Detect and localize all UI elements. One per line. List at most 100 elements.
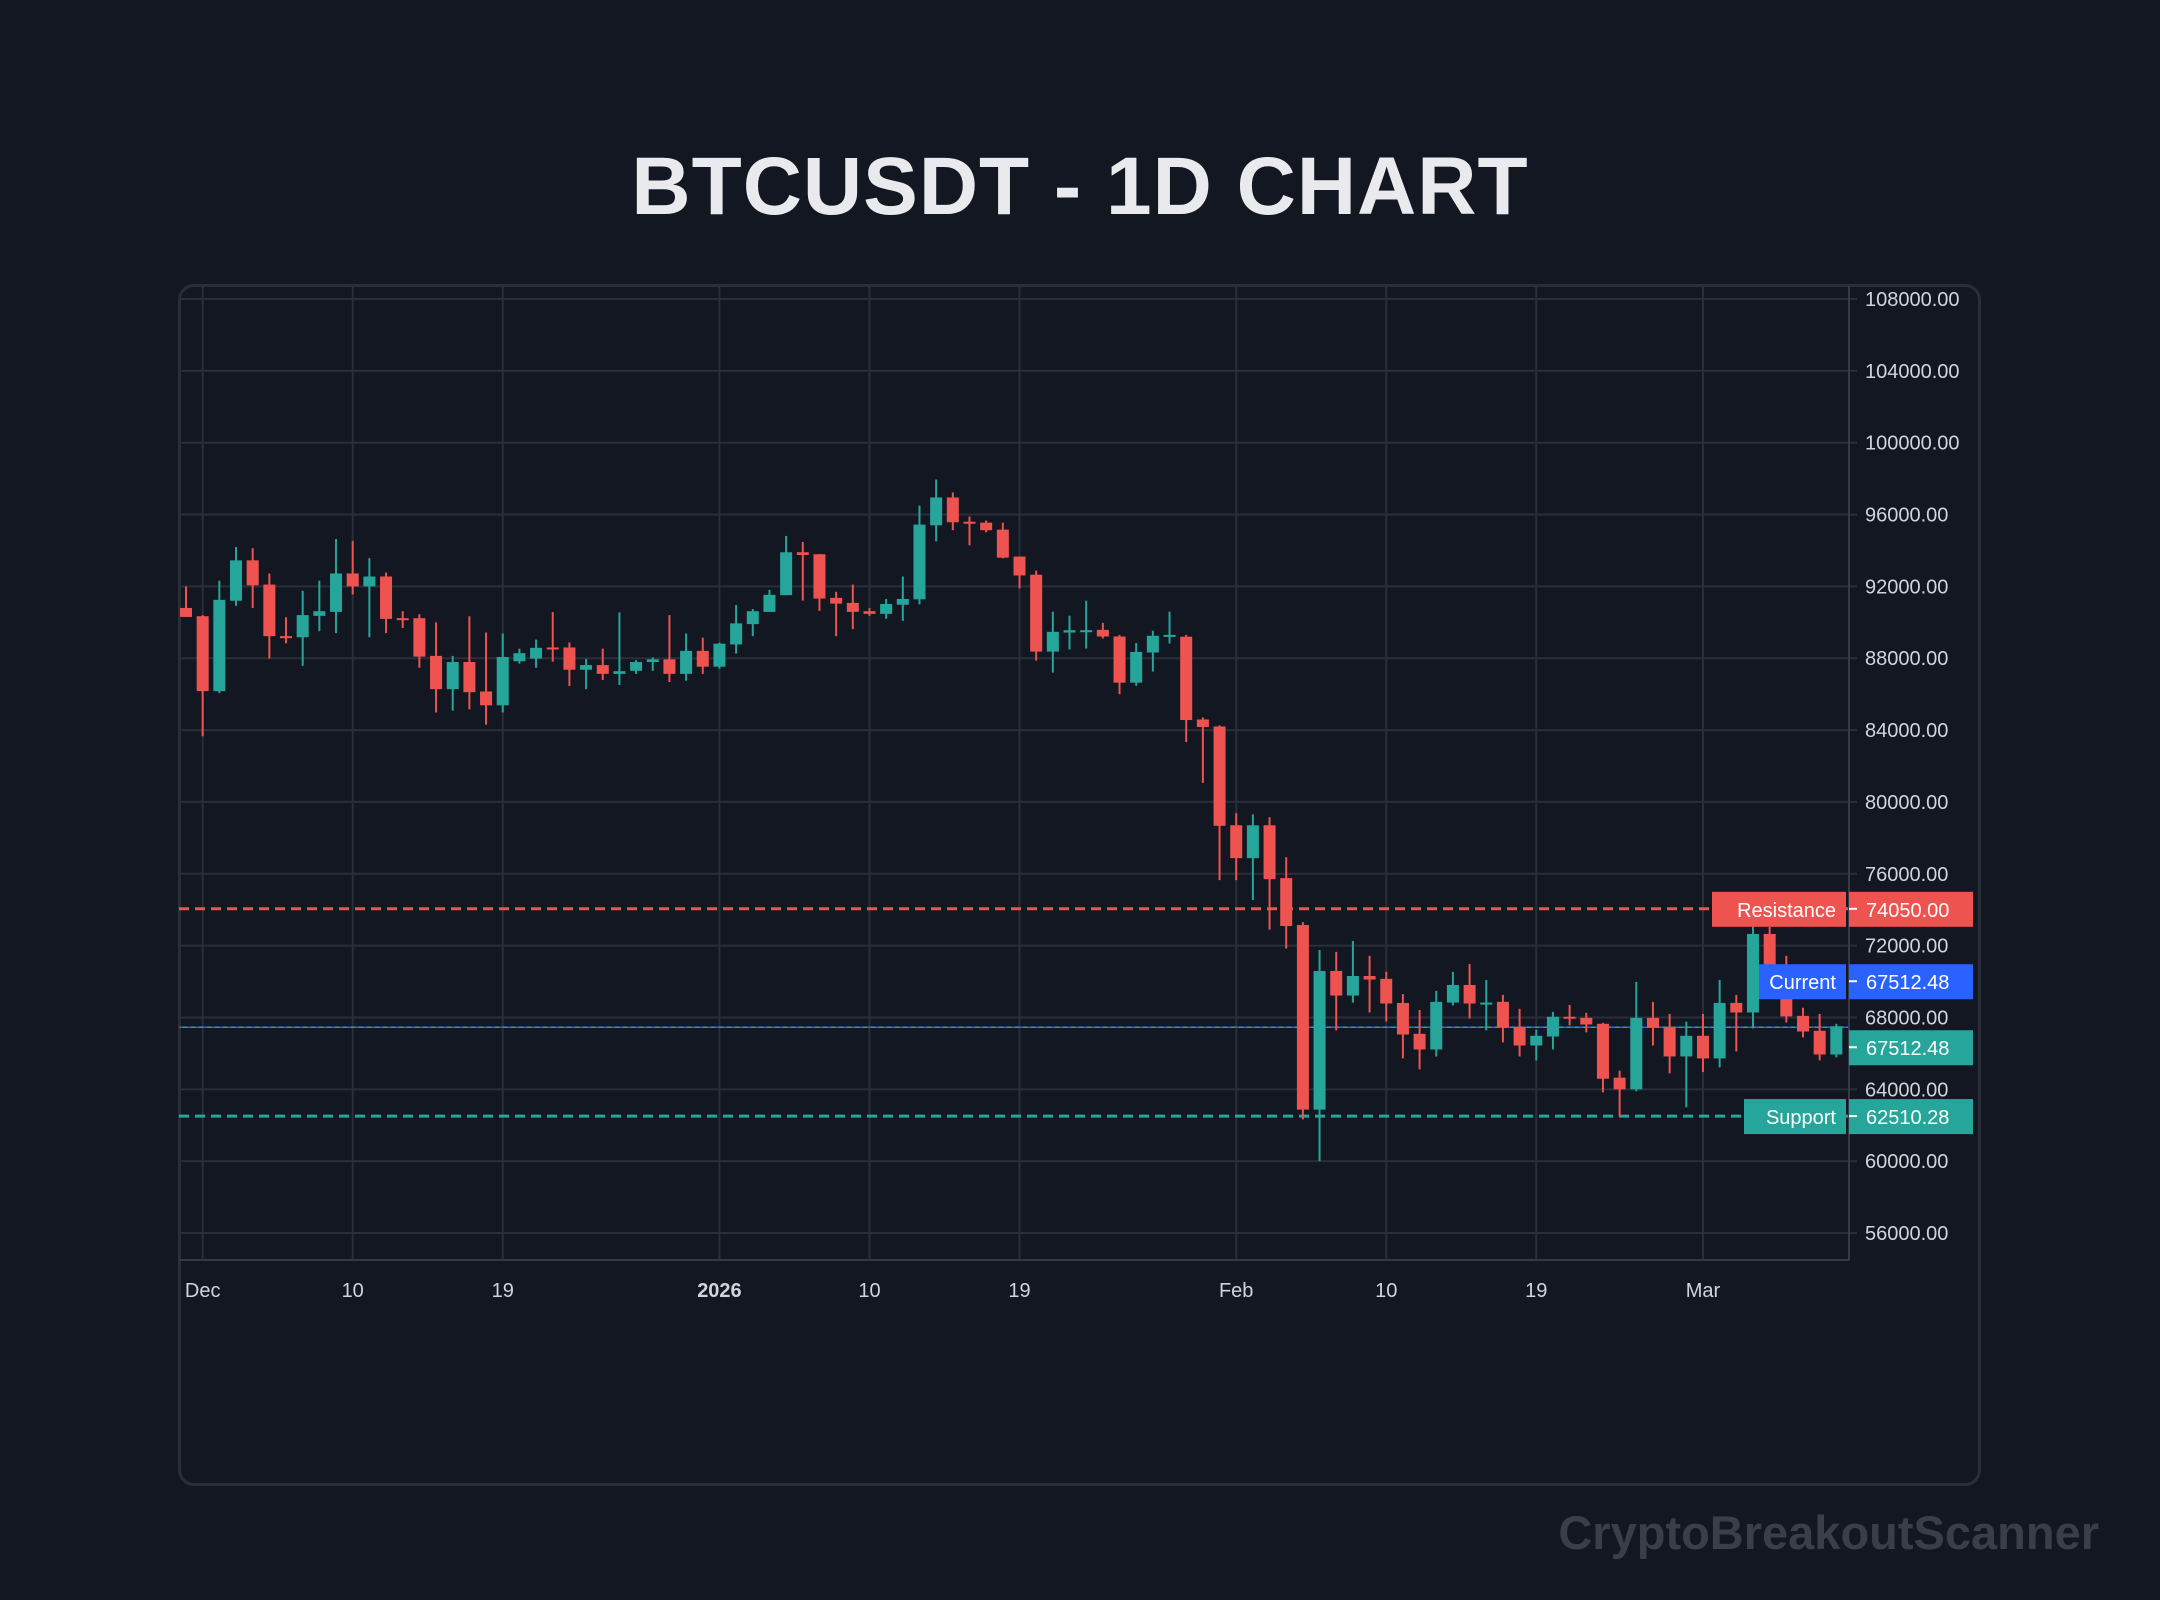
candle-body xyxy=(1330,970,1343,996)
candle-body xyxy=(1680,1035,1693,1057)
support-price-box xyxy=(1849,1099,1973,1135)
candle-body xyxy=(580,665,593,670)
x-tick-label: 19 xyxy=(1008,1280,1030,1302)
candle-body xyxy=(680,650,693,674)
candle-body xyxy=(1630,1017,1643,1090)
candle xyxy=(296,590,309,666)
candle xyxy=(1280,857,1293,949)
candle-body xyxy=(980,522,993,531)
y-tick-label: 96000.00 xyxy=(1865,505,1948,527)
candle xyxy=(963,516,976,546)
candle-body xyxy=(1463,984,1476,1004)
candle xyxy=(363,558,376,638)
y-tick-label: 80000.00 xyxy=(1865,792,1948,814)
candle xyxy=(1646,1001,1659,1046)
x-tick-label: 10 xyxy=(1375,1280,1397,1302)
candle-body xyxy=(1546,1016,1559,1037)
candle-body xyxy=(313,611,326,616)
candle xyxy=(496,633,509,713)
candle-body xyxy=(1830,1026,1843,1055)
candle xyxy=(813,554,826,611)
candle-body xyxy=(546,647,559,650)
x-tick-label: Dec xyxy=(185,1280,221,1302)
candle-body xyxy=(746,611,759,625)
current-name-label: Current xyxy=(1769,972,1836,994)
candle xyxy=(1530,1029,1543,1061)
candle-body xyxy=(1430,1001,1443,1050)
candle-body xyxy=(463,662,476,693)
candle xyxy=(346,540,359,595)
candle-body xyxy=(1496,1001,1509,1028)
resistance-price-box xyxy=(1849,891,1973,927)
candle-body xyxy=(646,659,659,663)
candle-body xyxy=(1296,924,1309,1110)
chart-panel xyxy=(178,284,1981,1486)
candle-body xyxy=(446,662,459,690)
candle-body xyxy=(696,650,709,667)
candle-body xyxy=(930,497,943,526)
candle xyxy=(1413,1009,1426,1070)
candle-body xyxy=(1696,1035,1709,1059)
candle xyxy=(246,548,259,608)
candle xyxy=(1630,981,1643,1092)
candle xyxy=(713,642,726,669)
candle xyxy=(480,632,493,725)
candle xyxy=(1246,814,1259,901)
candle xyxy=(1096,622,1109,639)
x-tick-label: 2026 xyxy=(697,1280,742,1302)
candle xyxy=(930,479,943,542)
support-price-label: 62510.28 xyxy=(1866,1107,1949,1129)
candle xyxy=(1463,963,1476,1019)
candle-body xyxy=(1213,726,1226,826)
candle-body xyxy=(1796,1015,1809,1032)
candle-body xyxy=(1813,1030,1826,1055)
candle-body xyxy=(346,573,359,587)
candle-body xyxy=(180,607,192,617)
candle xyxy=(1796,1007,1809,1038)
current-price-box xyxy=(1849,964,1973,1000)
candle xyxy=(596,648,609,680)
candle xyxy=(1330,951,1343,1031)
candle xyxy=(380,572,393,634)
candle xyxy=(1430,990,1443,1057)
candle xyxy=(780,535,793,596)
candle xyxy=(696,637,709,674)
candle xyxy=(430,622,443,713)
candle xyxy=(1580,1012,1593,1033)
candle xyxy=(463,616,476,710)
support-name-box xyxy=(1744,1099,1846,1135)
candle-body xyxy=(1363,975,1376,980)
candle-body xyxy=(1646,1017,1659,1028)
candle xyxy=(1680,1021,1693,1108)
candle xyxy=(280,617,293,644)
x-tick-label: Mar xyxy=(1686,1280,1721,1302)
resistance-name-label: Resistance xyxy=(1737,900,1836,922)
candle-body xyxy=(1446,984,1459,1003)
candle xyxy=(1146,630,1159,672)
candle-body xyxy=(813,554,826,599)
candle xyxy=(1063,615,1076,650)
candle-body xyxy=(1730,1002,1743,1013)
candle-body xyxy=(963,521,976,524)
candle-body xyxy=(296,615,309,638)
candle-body xyxy=(480,691,493,706)
candle-body xyxy=(913,524,926,600)
candle-body xyxy=(846,602,859,612)
candle-body xyxy=(1113,636,1126,683)
x-tick-label: Feb xyxy=(1219,1280,1253,1302)
resistance-price-label: 74050.00 xyxy=(1866,900,1949,922)
candle-body xyxy=(363,576,376,587)
candle xyxy=(1163,611,1176,644)
candle-body xyxy=(530,647,543,659)
axes: 108000.00 104000.00 100000.00 96000.00 92000… xyxy=(179,286,1960,1302)
level-labels: Resistance 74050.00 Current 67512.48 Support… xyxy=(1712,891,1973,1135)
candle-body xyxy=(1746,933,1759,1013)
candle xyxy=(1263,817,1276,930)
candle xyxy=(1380,971,1393,1022)
candle xyxy=(313,580,326,632)
candle-body xyxy=(880,603,893,614)
candle-body xyxy=(730,623,743,645)
candle-body xyxy=(1480,1002,1493,1005)
candle xyxy=(630,660,643,674)
